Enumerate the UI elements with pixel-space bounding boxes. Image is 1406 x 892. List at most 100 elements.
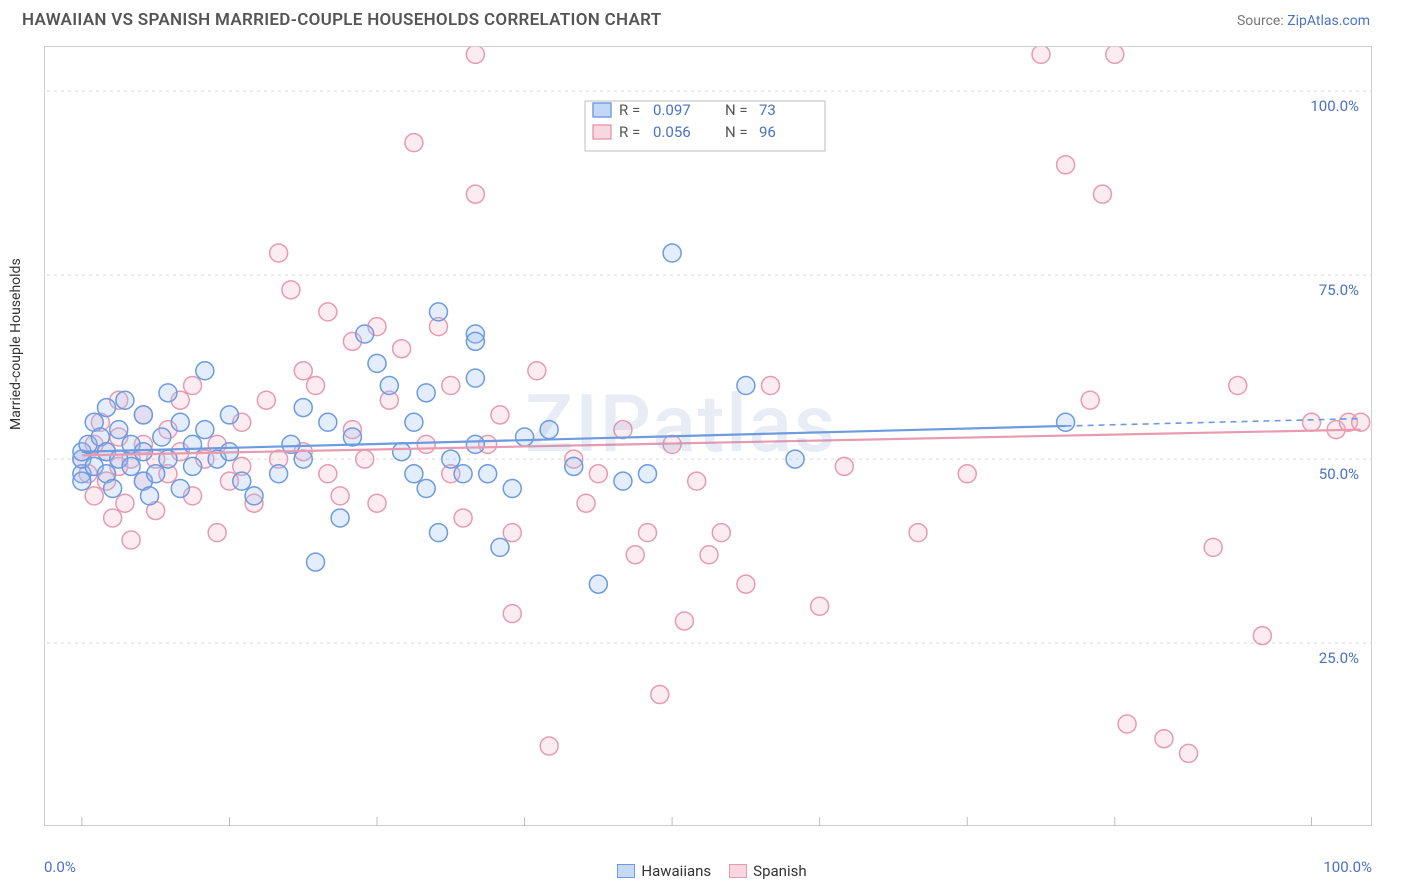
scatter-point bbox=[405, 413, 423, 431]
stats-legend: R =0.097N =73R =0.056N =96 bbox=[585, 101, 825, 151]
scatter-point bbox=[626, 546, 644, 564]
scatter-point bbox=[651, 686, 669, 704]
scatter-point bbox=[356, 450, 374, 468]
scatter-point bbox=[343, 428, 361, 446]
scatter-point bbox=[528, 362, 546, 380]
scatter-point bbox=[577, 494, 595, 512]
scatter-point bbox=[393, 443, 411, 461]
scatter-point bbox=[116, 494, 134, 512]
scatter-point bbox=[196, 362, 214, 380]
scatter-point bbox=[307, 553, 325, 571]
scatter-point bbox=[405, 465, 423, 483]
scatter-point bbox=[184, 435, 202, 453]
scatter-point bbox=[835, 457, 853, 475]
scatter-point bbox=[663, 244, 681, 262]
scatter-point bbox=[134, 443, 152, 461]
scatter-point bbox=[122, 531, 140, 549]
scatter-point bbox=[73, 472, 91, 490]
scatter-point bbox=[159, 384, 177, 402]
scatter-point bbox=[909, 524, 927, 542]
scatter-point bbox=[737, 376, 755, 394]
chart-header: HAWAIIAN VS SPANISH MARRIED-COUPLE HOUSE… bbox=[0, 0, 1406, 36]
svg-text:0.097: 0.097 bbox=[653, 101, 691, 119]
scatter-point bbox=[688, 472, 706, 490]
scatter-point bbox=[1229, 376, 1247, 394]
source-link[interactable]: ZipAtlas.com bbox=[1287, 13, 1370, 29]
scatter-point bbox=[1057, 156, 1075, 174]
scatter-point bbox=[116, 391, 134, 409]
svg-text:73: 73 bbox=[759, 101, 776, 119]
scatter-point bbox=[368, 494, 386, 512]
y-tick-label: 100.0% bbox=[1310, 97, 1359, 115]
scatter-point bbox=[429, 524, 447, 542]
svg-text:R =: R = bbox=[619, 123, 640, 141]
scatter-point bbox=[503, 605, 521, 623]
scatter-point bbox=[958, 465, 976, 483]
scatter-point bbox=[761, 376, 779, 394]
scatter-point bbox=[417, 435, 435, 453]
scatter-chart: 25.0%50.0%75.0%100.0%R =0.097N =73R =0.0… bbox=[45, 47, 1373, 827]
scatter-point bbox=[331, 487, 349, 505]
legend-label: Hawaiians bbox=[641, 862, 711, 880]
scatter-point bbox=[565, 457, 583, 475]
scatter-point bbox=[122, 457, 140, 475]
scatter-point bbox=[104, 509, 122, 527]
scatter-point bbox=[442, 450, 460, 468]
source-prefix: Source: bbox=[1237, 13, 1287, 29]
scatter-point bbox=[589, 465, 607, 483]
scatter-point bbox=[540, 421, 558, 439]
scatter-point bbox=[1352, 413, 1370, 431]
scatter-point bbox=[466, 369, 484, 387]
scatter-point bbox=[294, 399, 312, 417]
scatter-point bbox=[479, 465, 497, 483]
svg-text:N =: N = bbox=[725, 123, 748, 141]
scatter-point bbox=[294, 362, 312, 380]
scatter-point bbox=[294, 450, 312, 468]
y-tick-label: 50.0% bbox=[1319, 465, 1359, 483]
scatter-point bbox=[1253, 627, 1271, 645]
scatter-point bbox=[331, 509, 349, 527]
scatter-point bbox=[429, 303, 447, 321]
scatter-point bbox=[184, 457, 202, 475]
scatter-point bbox=[1106, 47, 1124, 63]
scatter-point bbox=[171, 413, 189, 431]
scatter-point bbox=[491, 406, 509, 424]
scatter-point bbox=[245, 487, 263, 505]
scatter-point bbox=[1180, 744, 1198, 762]
scatter-point bbox=[134, 406, 152, 424]
scatter-point bbox=[405, 134, 423, 152]
scatter-point bbox=[147, 465, 165, 483]
svg-text:96: 96 bbox=[759, 123, 776, 141]
scatter-point bbox=[1118, 715, 1136, 733]
scatter-point bbox=[208, 524, 226, 542]
scatter-point bbox=[417, 384, 435, 402]
scatter-point bbox=[141, 487, 159, 505]
scatter-point bbox=[85, 487, 103, 505]
scatter-point bbox=[454, 465, 472, 483]
series-legend: Hawaiians Spanish bbox=[0, 862, 1406, 880]
legend-label: Spanish bbox=[753, 862, 806, 880]
scatter-point bbox=[466, 332, 484, 350]
source-attribution: Source: ZipAtlas.com bbox=[1237, 13, 1370, 29]
scatter-point bbox=[700, 546, 718, 564]
plot-area: 25.0%50.0%75.0%100.0%R =0.097N =73R =0.0… bbox=[44, 46, 1372, 826]
scatter-point bbox=[171, 480, 189, 498]
scatter-point bbox=[540, 737, 558, 755]
scatter-point bbox=[503, 480, 521, 498]
scatter-point bbox=[786, 450, 804, 468]
scatter-point bbox=[1093, 185, 1111, 203]
scatter-point bbox=[417, 480, 435, 498]
scatter-point bbox=[589, 575, 607, 593]
scatter-point bbox=[220, 406, 238, 424]
scatter-point bbox=[1303, 413, 1321, 431]
scatter-point bbox=[282, 281, 300, 299]
scatter-point bbox=[270, 465, 288, 483]
scatter-point bbox=[270, 244, 288, 262]
legend-swatch bbox=[729, 864, 747, 878]
svg-text:0.056: 0.056 bbox=[653, 123, 691, 141]
y-tick-label: 25.0% bbox=[1319, 649, 1359, 667]
scatter-point bbox=[319, 303, 337, 321]
scatter-point bbox=[442, 376, 460, 394]
scatter-point bbox=[380, 376, 398, 394]
svg-text:N =: N = bbox=[725, 101, 748, 119]
